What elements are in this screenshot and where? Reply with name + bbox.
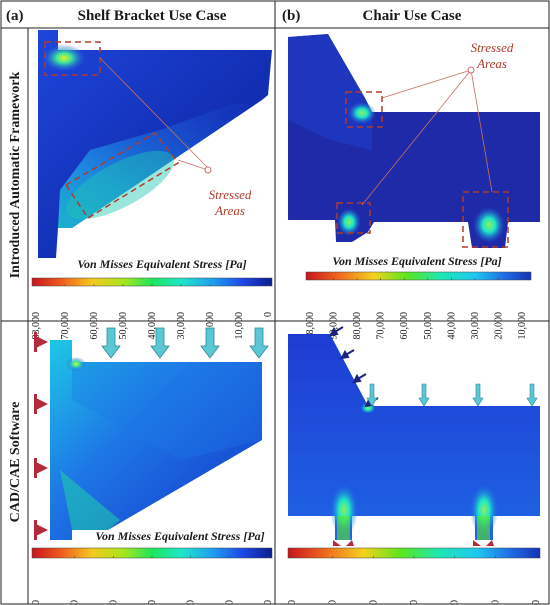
- stressed-label-a2: Areas: [214, 203, 245, 218]
- colorbar-title-bottom-a: Von Misses Equivalent Stress [Pa]: [95, 529, 264, 543]
- chair-supports: [333, 540, 494, 546]
- colorbar-title-top-a: Von Misses Equivalent Stress [Pa]: [77, 257, 246, 271]
- colorbar-tick-label: 80,000: [352, 312, 363, 340]
- colorbar-tick-label: 60,000: [89, 312, 100, 340]
- colorbar-tick-label: 10,000: [234, 312, 245, 340]
- load-arrows-b-cyan: [366, 383, 538, 407]
- stressed-label-a1: Stressed: [209, 187, 252, 202]
- colorbar-tick-label: 70,000: [376, 312, 387, 340]
- colorbar-tick-label: 40,000: [147, 312, 158, 340]
- colorbar-tick-label: 0: [263, 600, 274, 605]
- stressed-box-b3: [462, 191, 509, 248]
- leader-b3: [470, 69, 493, 193]
- stressed-label-b2: Areas: [476, 56, 507, 71]
- colorbar-title-top-b: Von Misses Equivalent Stress [Pa]: [332, 254, 501, 268]
- colorbar-tick-label: 50,000: [423, 312, 434, 340]
- stressed-label-b1: Stressed: [471, 40, 514, 55]
- colorbar-tick-label: 30,000: [470, 312, 481, 340]
- fixed-support-markers: [34, 332, 48, 540]
- colorbar-ticks-top-b: 98,000 90,000 80,000 70,000 60,000 50,000 40,0…: [305, 278, 528, 340]
- colorbar-tick-label: 20,000: [205, 312, 216, 340]
- leader-b2: [361, 69, 472, 206]
- panel-a-title: Shelf Bracket Use Case: [78, 8, 227, 24]
- colorbar-tick-label: 90,000: [329, 312, 340, 340]
- row-label-bottom: CAD/CAE Software: [8, 402, 23, 523]
- colorbar-tick-label: 70,000: [60, 312, 71, 340]
- colorbar-tick-label: 31,000: [450, 600, 461, 605]
- colorbar-tick-label: 0: [531, 600, 542, 605]
- colorbar-tick-label: 79,000: [328, 600, 339, 605]
- row-label-top: Introduced Automatic Framework: [8, 71, 23, 278]
- colorbar-tick-label: 0: [263, 312, 274, 317]
- colorbar-tick-label: 40,000: [147, 600, 158, 605]
- colorbar-tick-label: 50,000: [118, 312, 129, 340]
- colorbar-tick-label: 54,000: [108, 600, 119, 605]
- load-arrows-b-navy: [329, 326, 379, 408]
- leader-a1: [99, 57, 209, 169]
- colorbar-tick-label: 20,000: [493, 312, 504, 340]
- panel-b-letter: (b): [282, 8, 300, 24]
- colorbar-ticks-bottom-a: 81,000 67,000 54,000 40,000 27,000 13,000 0: [31, 556, 274, 605]
- leader-a2: [177, 159, 209, 171]
- shelf-bracket-cae-mesh: [50, 340, 262, 540]
- colorbar-tick-label: 98,000: [305, 312, 316, 340]
- colorbar-tick-label: 27,000: [186, 600, 197, 605]
- load-arrows-a: [101, 327, 269, 359]
- panel-b-title: Chair Use Case: [363, 8, 462, 24]
- colorbar-tick-label: 95,000: [287, 600, 298, 605]
- colorbar-ticks-bottom-b: 95,000 79,000 63,000 47,000 31,000 15,000 0: [287, 556, 542, 605]
- colorbar-ticks-top-a: 83,000 70,000 60,000 50,000 40,000 30,000 20,0…: [31, 284, 274, 340]
- colorbar-tick-label: 30,000: [176, 312, 187, 340]
- chair-cae-mesh: [288, 334, 540, 540]
- leader-a-node: [204, 166, 212, 174]
- colorbar-tick-label: 83,000: [31, 312, 42, 340]
- colorbar-tick-label: 40,000: [446, 312, 457, 340]
- colorbar-tick-label: 81,000: [31, 600, 42, 605]
- colorbar-tick-label: 63,000: [368, 600, 379, 605]
- colorbar-tick-label: 67,000: [70, 600, 81, 605]
- leader-b-node: [467, 66, 475, 74]
- stressed-box-b1: [345, 91, 383, 128]
- stressed-box-b2: [336, 202, 371, 234]
- shelf-bracket-framework-mesh: [38, 30, 272, 258]
- colorbar-tick-label: 15,000: [490, 600, 501, 605]
- colorbar-tick-label: 60,000: [399, 312, 410, 340]
- colorbar-tick-label: 10,000: [517, 312, 528, 340]
- stressed-box-a2: [64, 132, 180, 220]
- colorbar-top-b: [305, 271, 532, 281]
- colorbar-tick-label: 47,000: [409, 600, 420, 605]
- leader-b1: [381, 69, 472, 99]
- colorbar-tick-label: 13,000: [224, 600, 235, 605]
- panel-a-letter: (a): [6, 8, 24, 24]
